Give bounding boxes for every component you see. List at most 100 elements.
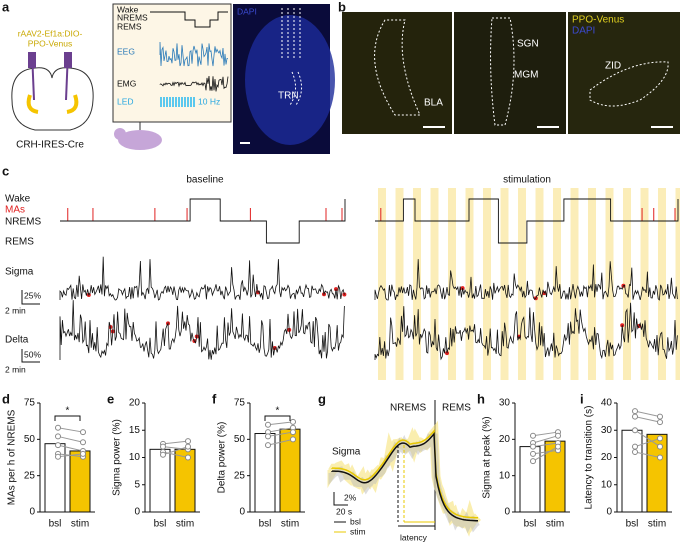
stim-stripe [483, 188, 491, 380]
panel-letter: c [2, 163, 9, 178]
panel-letter: a [2, 0, 10, 14]
x-tick-label: stim [71, 519, 89, 530]
y-tick-label: 25 [24, 470, 36, 481]
stim-stripe [378, 188, 386, 380]
subject-point [160, 451, 166, 458]
stim-stripe [535, 188, 544, 380]
bla-outline [374, 19, 421, 116]
subject-point [530, 443, 536, 450]
state-label: NREMS [5, 217, 41, 228]
subject-point [290, 436, 296, 443]
stim-stripe [570, 188, 579, 380]
state-label: NREMS [390, 403, 426, 414]
x-tick-label: stim [176, 519, 194, 530]
signal-trace [59, 300, 345, 360]
subject-point [55, 442, 61, 449]
bar [519, 446, 541, 513]
virus-label: rAAV2-Ef1a:DIO- [18, 28, 83, 38]
led-label: LED [117, 96, 134, 106]
x-tick-label: stim [281, 519, 299, 530]
scale-bar [21, 349, 40, 363]
paired-line [634, 437, 661, 448]
y-tick-label: 75 [234, 398, 246, 409]
emg-trace [159, 75, 229, 92]
subject-point [80, 439, 86, 446]
stim-stripe [518, 188, 526, 380]
y-tick-label: 20 [499, 434, 511, 445]
state-label: REMS [5, 237, 34, 248]
subject-point [185, 454, 191, 461]
significance-bracket [54, 415, 81, 421]
panel-letter: d [2, 391, 10, 406]
paired-line [634, 410, 661, 418]
stim-stripe [640, 188, 649, 380]
region-label: MGM [514, 70, 538, 81]
paired-line [532, 446, 559, 462]
bsl-mean [331, 431, 479, 522]
stim-stripe [395, 188, 404, 380]
y-tick-label: 30 [499, 398, 511, 409]
panel-letter: f [212, 391, 217, 406]
paired-line [57, 435, 84, 443]
subject-point [185, 438, 191, 445]
latency-label: latency [400, 532, 428, 542]
significance-label: * [66, 406, 70, 417]
y-tick-label: 50 [234, 434, 246, 445]
bar [174, 448, 196, 513]
y-tick-label: 0 [239, 507, 245, 518]
subject-point [632, 413, 638, 420]
led-pulse [181, 97, 183, 107]
virus-label: PPO-Venus [28, 38, 72, 48]
subject-point [657, 419, 663, 426]
subject-point [185, 443, 191, 450]
paired-line [267, 438, 294, 446]
y-tick-label: 0 [606, 507, 612, 518]
scale-label: 50% [24, 349, 41, 359]
subject-point [55, 453, 61, 460]
mgm-outline [490, 17, 515, 126]
stim-stripe [675, 188, 680, 380]
condition-label: stimulation [503, 175, 551, 186]
histology-tissue [245, 15, 335, 145]
paired-line [162, 440, 189, 445]
y-tick-label: 50 [24, 434, 36, 445]
signal-trace [374, 302, 678, 361]
led-pulse [163, 97, 165, 107]
legend-dapi: DAPI [572, 26, 595, 37]
histology-image [342, 12, 452, 134]
stim-stripe [430, 188, 439, 380]
histology-image [568, 12, 680, 134]
mouse-line: CRH-IRES-Cre [16, 140, 84, 151]
stim-stripe [465, 188, 474, 380]
y-axis-label: Delta power (%) [217, 422, 228, 494]
y-tick-label: 10 [601, 479, 613, 490]
bar [69, 450, 91, 513]
significance-bracket [264, 415, 291, 421]
subject-point [657, 413, 663, 420]
y-tick-label: 25 [234, 470, 246, 481]
subject-point [265, 442, 271, 449]
subject-point [657, 435, 663, 442]
subject-point [80, 450, 86, 457]
y-axis-label: Sigma power (%) [112, 419, 123, 496]
y-tick-label: 75 [24, 398, 36, 409]
stain-label: DAPI [237, 6, 257, 16]
state-label: Wake [5, 194, 31, 205]
y-tick-label: 5 [134, 479, 140, 490]
hypnogram [375, 198, 679, 244]
subject-point [555, 432, 561, 439]
legend-venus: PPO-Venus [572, 15, 624, 26]
subject-point [657, 454, 663, 461]
scale-label: 20 s [336, 506, 352, 516]
y-tick-label: 15 [129, 425, 141, 436]
paired-line [532, 435, 559, 444]
bar [621, 429, 643, 513]
subject-point [80, 429, 86, 436]
bar [254, 433, 276, 513]
y-tick-label: 10 [499, 470, 511, 481]
stim-stripe [448, 188, 456, 380]
paired-line [267, 427, 294, 433]
eeg-trace [159, 41, 229, 67]
subject-point [530, 450, 536, 457]
